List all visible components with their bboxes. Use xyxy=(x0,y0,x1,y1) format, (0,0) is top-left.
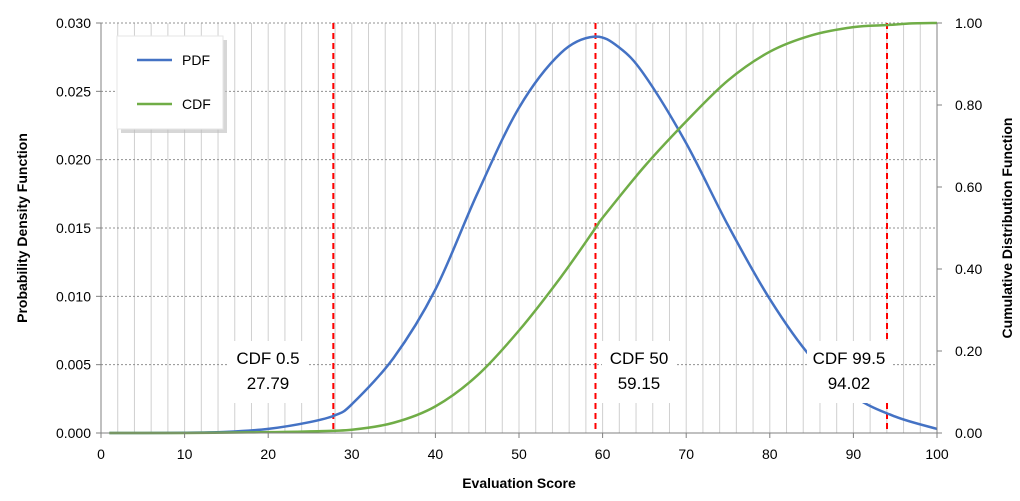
annotation-label: CDF 99.5 xyxy=(813,349,886,368)
annotation-label: CDF 0.5 xyxy=(236,349,299,368)
x-tick-label: 50 xyxy=(511,446,527,462)
y2-tick-label: 0.60 xyxy=(955,179,982,195)
annotation-label: CDF 50 xyxy=(610,349,669,368)
annotation-value: 27.79 xyxy=(247,374,290,393)
x-tick-label: 40 xyxy=(428,446,444,462)
x-tick-label: 10 xyxy=(177,446,193,462)
y-tick-label: 0.030 xyxy=(56,15,91,31)
legend-label-cdf: CDF xyxy=(182,96,211,112)
y2-tick-label: 0.40 xyxy=(955,261,982,277)
y-tick-label: 0.000 xyxy=(56,425,91,441)
annotation-value: 94.02 xyxy=(828,374,871,393)
annotation-box xyxy=(807,341,891,403)
y-tick-label: 0.005 xyxy=(56,357,91,373)
y-tick-label: 0.020 xyxy=(56,152,91,168)
y2-axis-title: Cumulative Distribution Function xyxy=(999,118,1015,339)
horizontal-grid xyxy=(101,22,937,366)
y2-tick-label: 0.80 xyxy=(955,97,982,113)
x-tick-label: 70 xyxy=(678,446,694,462)
x-tick-label: 30 xyxy=(344,446,360,462)
y2-tick-label: 1.00 xyxy=(955,15,982,31)
x-tick-label: 80 xyxy=(762,446,778,462)
x-axis-title: Evaluation Score xyxy=(462,475,576,491)
legend-label-pdf: PDF xyxy=(182,52,210,68)
y2-tick-label: 0.00 xyxy=(955,425,982,441)
legend: PDF CDF xyxy=(116,35,227,133)
y2-tick-label: 0.20 xyxy=(955,343,982,359)
series-line-pdf xyxy=(109,35,938,435)
axes xyxy=(96,22,942,438)
annotations: CDF 0.5 27.79 CDF 50 59.15 CDF 99.5 94.02 xyxy=(229,341,891,403)
y-tick-label: 0.010 xyxy=(56,288,91,304)
annotation-value: 59.15 xyxy=(618,374,661,393)
y-tick-label: 0.015 xyxy=(56,220,91,236)
annotation-box xyxy=(602,341,676,403)
y-axis-title: Probability Density Function xyxy=(14,133,30,323)
legend-box xyxy=(116,35,224,130)
series-line-cdf xyxy=(109,21,938,435)
series-layer xyxy=(109,21,938,435)
x-tick-label: 100 xyxy=(925,446,949,462)
x-tick-label: 20 xyxy=(260,446,276,462)
x-tick-label: 60 xyxy=(595,446,611,462)
tick-labels: 0 10 20 30 40 50 60 70 80 90 100 0.000 0.005 0.010 0.0… xyxy=(56,15,983,462)
annotation-box xyxy=(229,341,307,403)
x-tick-label: 0 xyxy=(97,446,105,462)
x-tick-label: 90 xyxy=(846,446,862,462)
y-tick-label: 0.025 xyxy=(56,83,91,99)
